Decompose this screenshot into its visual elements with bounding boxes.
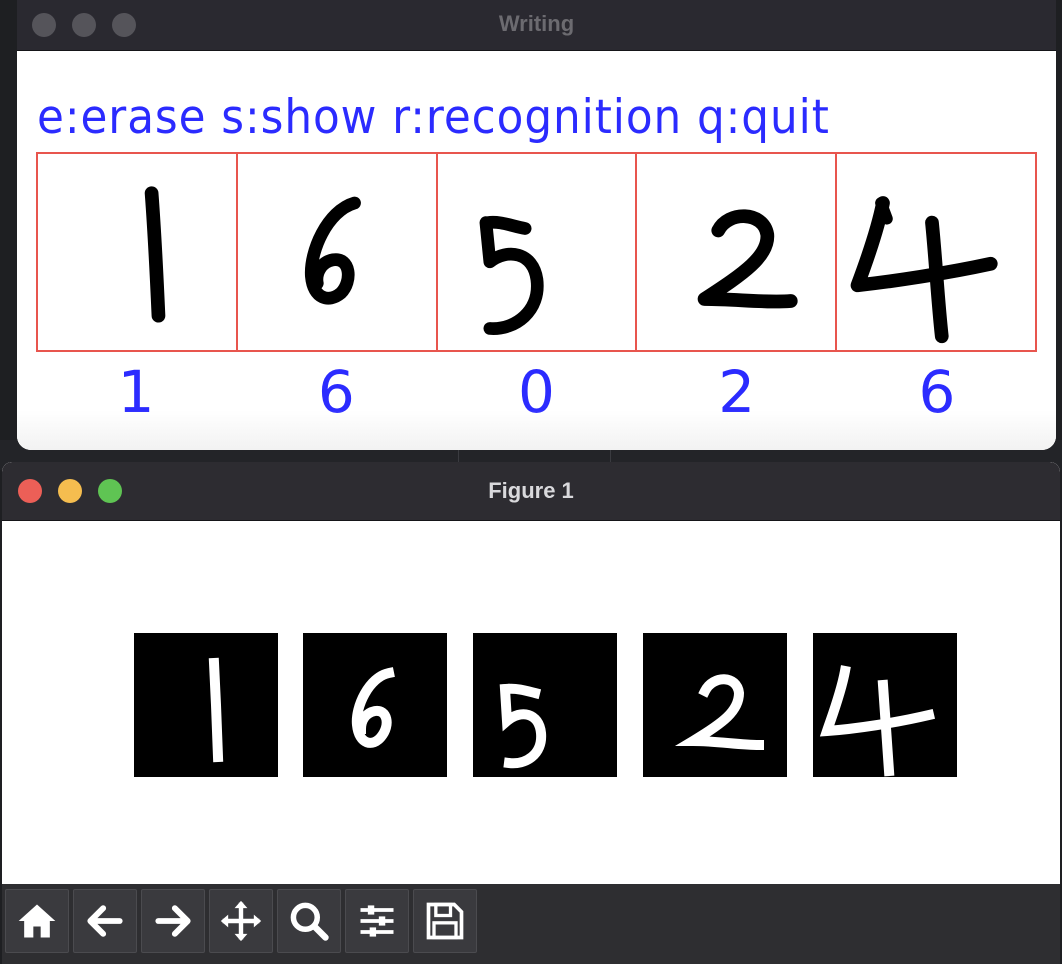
handwritten-digit-5 — [479, 215, 544, 335]
save-icon — [426, 902, 464, 940]
handwritten-digit-6 — [304, 196, 361, 305]
digit-box-1[interactable] — [38, 154, 238, 350]
handwritten-digit-2 — [698, 209, 799, 309]
digit-box-3[interactable] — [438, 154, 638, 350]
digit-thumbnail-1 — [134, 633, 278, 777]
digit-thumbnail-2 — [303, 633, 447, 777]
arrow-left-icon — [87, 905, 123, 937]
figure-titlebar[interactable]: Figure 1 — [2, 462, 1060, 521]
window-title: Writing — [498, 11, 575, 36]
navigation-toolbar — [2, 884, 1060, 964]
handwritten-digit-4 — [850, 196, 998, 344]
writing-titlebar[interactable]: Writing — [17, 0, 1056, 51]
bottom-fade — [17, 410, 1056, 450]
zoom-icon — [290, 902, 329, 941]
digit-thumbnail-3 — [473, 633, 617, 777]
minimize-button[interactable] — [58, 479, 82, 503]
minimize-button[interactable] — [72, 13, 96, 37]
close-button[interactable] — [32, 13, 56, 37]
editor-divider — [610, 440, 611, 470]
thumbnail-digit-2 — [674, 674, 765, 751]
digit-box-5[interactable] — [837, 154, 1035, 350]
move-icon — [220, 900, 262, 942]
digit-box-2[interactable] — [238, 154, 438, 350]
digit-thumbnail-4 — [643, 633, 787, 777]
digit-grid[interactable] — [36, 152, 1037, 352]
figure-canvas[interactable] — [2, 521, 1060, 884]
home-icon — [18, 904, 56, 938]
zoom-button[interactable] — [112, 13, 136, 37]
editor-divider — [458, 440, 459, 470]
close-button[interactable] — [18, 479, 42, 503]
sliders-icon — [360, 905, 394, 937]
save-button[interactable] — [413, 889, 477, 953]
thumbnail-digit-6 — [351, 667, 395, 748]
thumbnail-digit-5 — [499, 683, 547, 769]
drawing-canvas[interactable]: e:erase s:show r:recognition q:quit — [17, 52, 1056, 450]
back-button[interactable] — [73, 889, 137, 953]
figure-window: Figure 1 — [2, 462, 1060, 964]
digit-box-4[interactable] — [637, 154, 838, 350]
writing-window: Writing e:erase s:show r:recognition q:q… — [17, 0, 1056, 450]
home-button[interactable] — [5, 889, 69, 953]
thumbnail-digit-4 — [819, 665, 936, 777]
pan-button[interactable] — [209, 889, 273, 953]
handwritten-digit-1 — [144, 186, 166, 323]
instructions-text: e:erase s:show r:recognition q:quit — [37, 90, 830, 145]
arrow-right-icon — [155, 905, 191, 937]
window-title: Figure 1 — [488, 478, 574, 503]
configure-subplots-button[interactable] — [345, 889, 409, 953]
thumbnail-digit-1 — [208, 657, 224, 763]
zoom-rect-button[interactable] — [277, 889, 341, 953]
digit-thumbnail-5 — [813, 633, 957, 777]
forward-button[interactable] — [141, 889, 205, 953]
zoom-button[interactable] — [98, 479, 122, 503]
